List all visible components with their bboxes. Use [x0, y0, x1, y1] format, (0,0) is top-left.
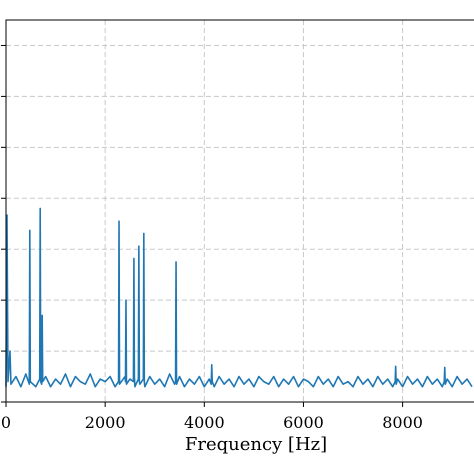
x-tick-label: 8000	[382, 413, 423, 432]
axes-frame	[5, 19, 474, 403]
spectrum-line	[5, 207, 473, 388]
x-tick-label: 2000	[85, 413, 126, 432]
x-tick-label: 4000	[184, 413, 225, 432]
x-tick-label: 6000	[283, 413, 324, 432]
x-axis-label: Frequency [Hz]	[185, 434, 327, 455]
x-tick-label: 0	[1, 413, 11, 432]
